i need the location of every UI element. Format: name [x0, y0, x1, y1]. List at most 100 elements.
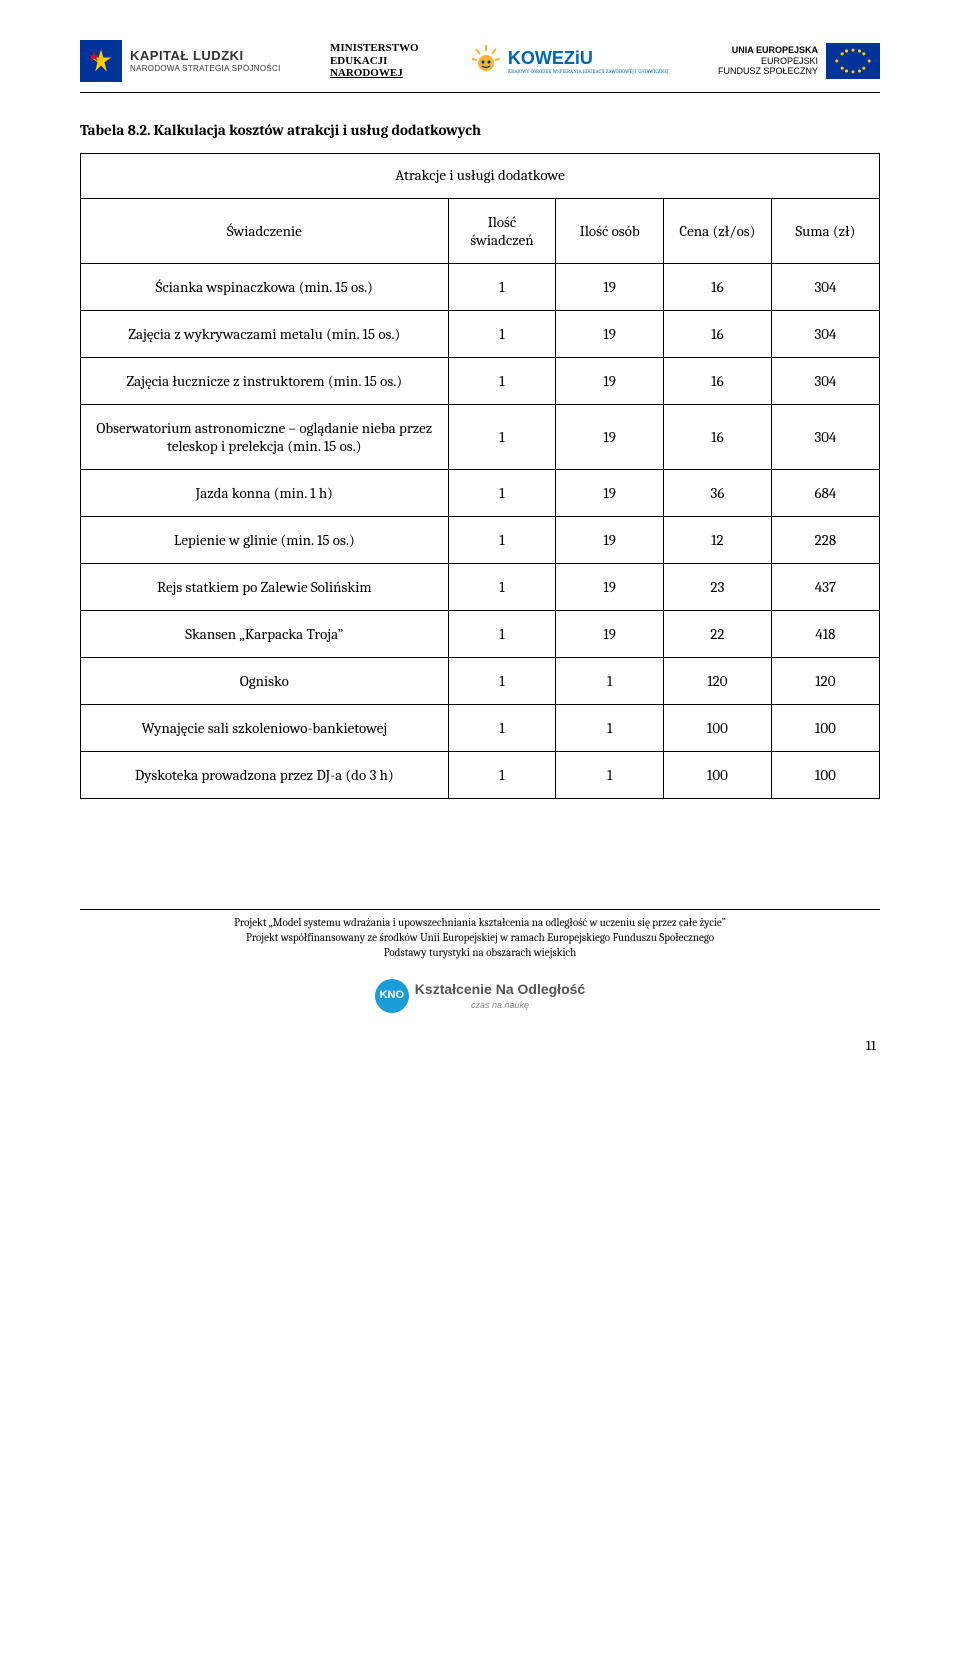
header-logos: KAPITAŁ LUDZKI NARODOWA STRATEGIA SPÓJNO…	[80, 40, 880, 82]
page-number: 11	[80, 1037, 880, 1054]
footer-line3: Podstawy turystyki na obszarach wiejskic…	[80, 946, 880, 961]
cell-sum: 228	[771, 517, 879, 564]
cell-qty: 1	[448, 611, 556, 658]
cell-qty: 1	[448, 658, 556, 705]
cell-sum: 100	[771, 705, 879, 752]
table-row: Zajęcia z wykrywaczami metalu (min. 15 o…	[81, 311, 879, 358]
cell-service: Zajęcia łucznicze z instruktorem (min. 1…	[81, 358, 448, 405]
cell-qty: 1	[448, 752, 556, 799]
cell-ppl: 19	[556, 611, 664, 658]
table-row: Jazda konna (min. 1 h)11936684	[81, 470, 879, 517]
cell-sum: 100	[771, 752, 879, 799]
cell-ppl: 1	[556, 705, 664, 752]
cell-sum: 684	[771, 470, 879, 517]
men-line3: NARODOWEJ	[330, 67, 419, 80]
table-row: Wynajęcie sali szkoleniowo-bankietowej11…	[81, 705, 879, 752]
eu-flag-icon	[826, 43, 880, 79]
cell-ppl: 19	[556, 311, 664, 358]
cell-sum: 304	[771, 405, 879, 470]
ue-line2: EUROPEJSKI	[718, 56, 818, 67]
cell-price: 16	[664, 358, 772, 405]
cell-price: 12	[664, 517, 772, 564]
cell-service: Wynajęcie sali szkoleniowo-bankietowej	[81, 705, 448, 752]
col-service: Świadczenie	[81, 199, 448, 264]
table-row: Dyskoteka prowadzona przez DJ-a (do 3 h)…	[81, 752, 879, 799]
cell-sum: 304	[771, 311, 879, 358]
logo-ue: UNIA EUROPEJSKA EUROPEJSKI FUNDUSZ SPOŁE…	[718, 43, 880, 79]
kapital-star-icon	[80, 40, 122, 82]
cell-qty: 1	[448, 517, 556, 564]
koweziu-brand: KOWEZiU	[508, 48, 669, 69]
cell-qty: 1	[448, 564, 556, 611]
cell-price: 120	[664, 658, 772, 705]
table-row: Skansen „Karpacka Troja”11922418	[81, 611, 879, 658]
footer-line2: Projekt współfinansowany ze środków Unii…	[80, 931, 880, 946]
cell-ppl: 19	[556, 564, 664, 611]
footer-divider	[80, 909, 880, 910]
kno-tagline: czas na naukę	[415, 999, 585, 1011]
cell-service: Ognisko	[81, 658, 448, 705]
cell-qty: 1	[448, 470, 556, 517]
cell-ppl: 1	[556, 752, 664, 799]
cell-ppl: 19	[556, 358, 664, 405]
table-row: Obserwatorium astronomiczne – oglądanie …	[81, 405, 879, 470]
cell-ppl: 19	[556, 264, 664, 311]
table-row: Lepienie w glinie (min. 15 os.)11912228	[81, 517, 879, 564]
col-price: Cena (zł/os)	[664, 199, 772, 264]
table-row: Ścianka wspinaczkowa (min. 15 os.)119163…	[81, 264, 879, 311]
men-line1: MINISTERSTWO	[330, 42, 419, 55]
cell-sum: 304	[771, 264, 879, 311]
cell-price: 36	[664, 470, 772, 517]
kapital-title: KAPITAŁ LUDZKI	[130, 48, 281, 64]
table-row: Ognisko11120120	[81, 658, 879, 705]
cell-price: 16	[664, 264, 772, 311]
cell-service: Zajęcia z wykrywaczami metalu (min. 15 o…	[81, 311, 448, 358]
cell-ppl: 19	[556, 470, 664, 517]
col-people: Ilość osób	[556, 199, 664, 264]
table-header-row: Świadczenie Ilość świadczeń Ilość osób C…	[81, 199, 879, 264]
header-divider	[80, 92, 880, 93]
sun-icon	[468, 43, 504, 79]
cell-price: 100	[664, 705, 772, 752]
cell-qty: 1	[448, 264, 556, 311]
cell-sum: 418	[771, 611, 879, 658]
logo-koweziu: KOWEZiU KRAJOWY OŚRODEK WSPIERANIA EDUKA…	[468, 43, 669, 79]
cell-qty: 1	[448, 705, 556, 752]
cell-price: 22	[664, 611, 772, 658]
cell-price: 100	[664, 752, 772, 799]
table-row: Zajęcia łucznicze z instruktorem (min. 1…	[81, 358, 879, 405]
cell-service: Obserwatorium astronomiczne – oglądanie …	[81, 405, 448, 470]
cell-sum: 437	[771, 564, 879, 611]
logo-kapital-ludzki: KAPITAŁ LUDZKI NARODOWA STRATEGIA SPÓJNO…	[80, 40, 281, 82]
ue-line1: UNIA EUROPEJSKA	[718, 45, 818, 56]
cell-price: 16	[664, 405, 772, 470]
cell-qty: 1	[448, 358, 556, 405]
cell-service: Ścianka wspinaczkowa (min. 15 os.)	[81, 264, 448, 311]
page-footer: Projekt „Model systemu wdrażania i upows…	[80, 909, 880, 1013]
footer-line1: Projekt „Model systemu wdrażania i upows…	[80, 916, 880, 931]
koweziu-sub: KRAJOWY OŚRODEK WSPIERANIA EDUKACJI ZAWO…	[508, 69, 669, 75]
logo-men: MINISTERSTWO EDUKACJI NARODOWEJ	[330, 42, 419, 80]
cell-service: Lepienie w glinie (min. 15 os.)	[81, 517, 448, 564]
cell-service: Rejs statkiem po Zalewie Solińskim	[81, 564, 448, 611]
cell-ppl: 19	[556, 405, 664, 470]
kno-brand: Kształcenie Na Odległość	[415, 980, 585, 999]
cell-service: Jazda konna (min. 1 h)	[81, 470, 448, 517]
col-sum: Suma (zł)	[771, 199, 879, 264]
table-title: Tabela 8.2. Kalkulacja kosztów atrakcji …	[80, 121, 880, 139]
kapital-subtitle: NARODOWA STRATEGIA SPÓJNOŚCI	[130, 64, 281, 74]
cell-price: 16	[664, 311, 772, 358]
cell-ppl: 1	[556, 658, 664, 705]
table-subtitle: Atrakcje i usługi dodatkowe	[81, 154, 879, 199]
cell-ppl: 19	[556, 517, 664, 564]
cell-service: Dyskoteka prowadzona przez DJ-a (do 3 h)	[81, 752, 448, 799]
men-line2: EDUKACJI	[330, 55, 419, 68]
cell-qty: 1	[448, 405, 556, 470]
cell-price: 23	[664, 564, 772, 611]
table-row: Rejs statkiem po Zalewie Solińskim119234…	[81, 564, 879, 611]
cost-table: Świadczenie Ilość świadczeń Ilość osób C…	[81, 199, 879, 798]
kno-badge-icon: KNO	[375, 979, 409, 1013]
cell-sum: 120	[771, 658, 879, 705]
col-quantity: Ilość świadczeń	[448, 199, 556, 264]
logo-kno: KNO Kształcenie Na Odległość czas na nau…	[80, 979, 880, 1013]
